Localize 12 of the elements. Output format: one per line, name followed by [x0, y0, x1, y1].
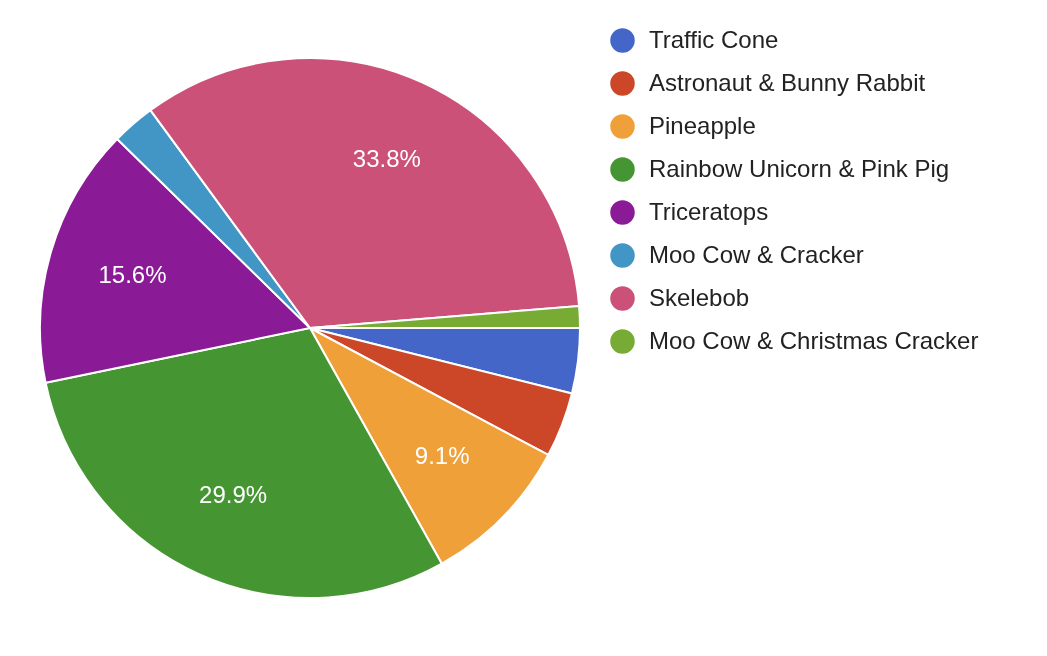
legend-label: Skelebob	[649, 283, 750, 311]
data-label: 15.6%	[98, 260, 167, 288]
legend-label: Traffic Cone	[649, 25, 779, 53]
legend-label: Pineapple	[649, 111, 756, 139]
data-label: 29.9%	[199, 481, 268, 509]
data-label: 33.8%	[352, 144, 421, 172]
legend-label: Rainbow Unicorn & Pink Pig	[649, 154, 950, 182]
legend-label: Triceratops	[649, 197, 769, 225]
legend-label: Moo Cow & Cracker	[649, 240, 864, 268]
data-label: 9.1%	[414, 442, 470, 470]
legend-label: Astronaut & Bunny Rabbit	[649, 68, 926, 96]
legend-label: Moo Cow & Christmas Cracker	[649, 326, 979, 354]
